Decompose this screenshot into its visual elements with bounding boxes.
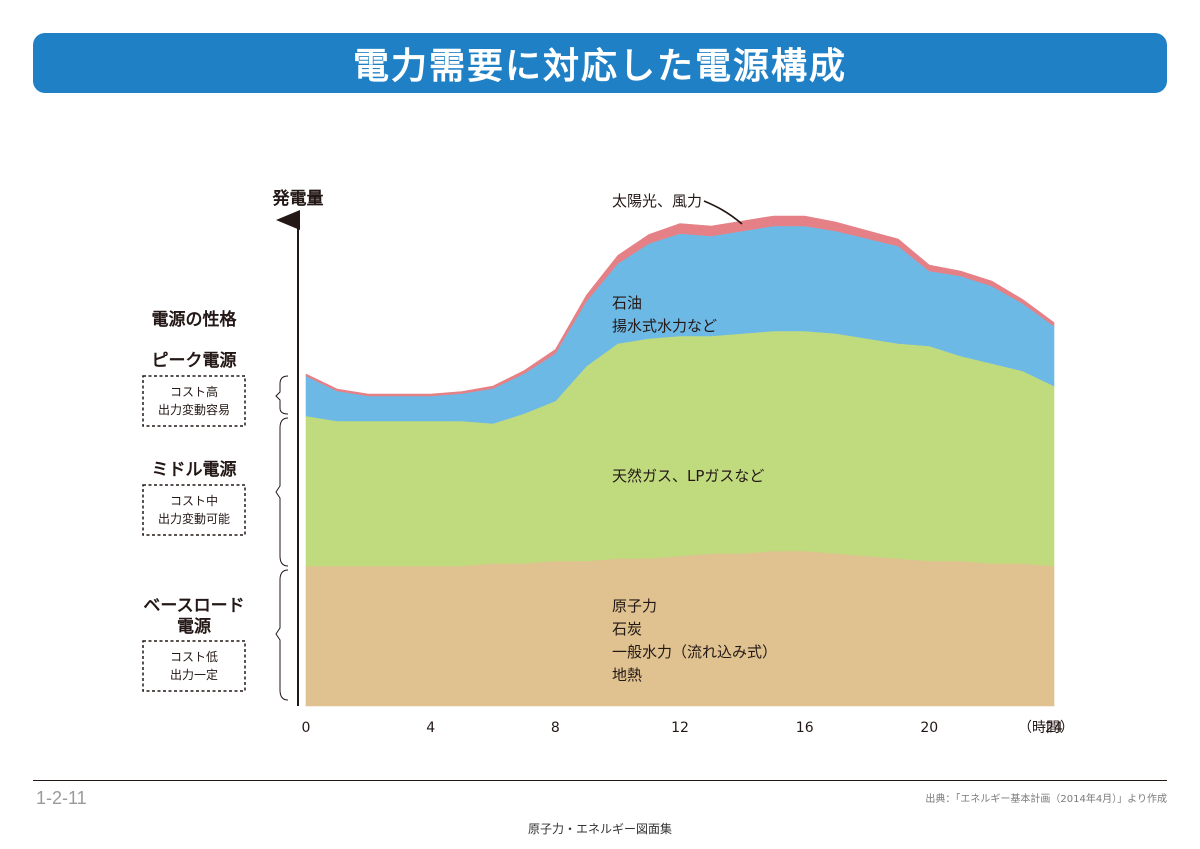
base-bracket [275,569,289,701]
footer-divider [33,780,1167,781]
base-area-label-4: 地熱 [612,666,642,684]
x-tick-label: 16 [796,720,814,736]
peak-area-label-2: 揚水式水力など [612,317,717,335]
x-tick-labels: 0 4 8 12 16 20 24 [302,720,1063,736]
title-bar: 電力需要に対応した電源構成 [33,33,1167,93]
solar-wind-label: 太陽光、風力 [612,192,702,210]
peak-area-label-1: 石油 [612,294,642,312]
solar-wind-area [305,215,1055,397]
category-heading: 電源の性格 [152,309,238,330]
x-tick-label: 20 [920,720,938,736]
x-tick-label: 24 [1045,720,1063,736]
middle-bracket [275,417,289,567]
x-tick-label: 12 [671,720,689,736]
base-area-label-3: 一般水力（流れ込み式） [612,643,777,661]
solar-wind-leader-line [703,200,743,225]
peak-category-desc-1: コスト高 [170,384,218,399]
base-category-name-1: ベースロード [143,596,244,616]
peak-category-box [142,375,246,427]
peak-category-name: ピーク電源 [152,350,237,371]
middle-area-label: 天然ガス、LPガスなど [612,467,764,485]
x-tick-label: 4 [426,720,435,736]
book-title: 原子力・エネルギー図面集 [527,822,672,836]
base-category-desc-2: 出力一定 [170,667,218,682]
middle-load-area [305,330,1055,567]
peak-bracket [275,375,289,415]
middle-category-desc-1: コスト中 [170,493,218,508]
figure-number: 1-2-11 [36,788,87,808]
middle-category-desc-2: 出力変動可能 [158,511,230,526]
x-tick-label: 0 [302,720,311,736]
peak-category-desc-2: 出力変動容易 [158,402,230,417]
base-category-box [142,640,246,692]
x-tick-label: 8 [551,720,560,736]
middle-category-box [142,484,246,536]
x-axis-unit-label: （時間） [1018,720,1074,736]
page-title: 電力需要に対応した電源構成 [352,46,847,87]
base-area-label-1: 原子力 [612,597,657,615]
base-category-desc-1: コスト低 [170,650,218,664]
stacked-area-chart: 発電量 0 4 8 12 16 20 24 （時間） 太陽光、風力 石油 揚水式水力など 天… [142,188,1074,736]
y-axis-label: 発電量 [272,188,324,209]
base-load-area [305,550,1055,707]
base-area-label-2: 石炭 [612,620,642,638]
base-category-name-2: 電源 [177,616,211,637]
source-note: 出典：「エネルギー基本計画（2014年4月）」より作成 [925,794,1167,805]
area-layer [305,215,1055,707]
middle-category-name: ミドル電源 [152,459,237,480]
